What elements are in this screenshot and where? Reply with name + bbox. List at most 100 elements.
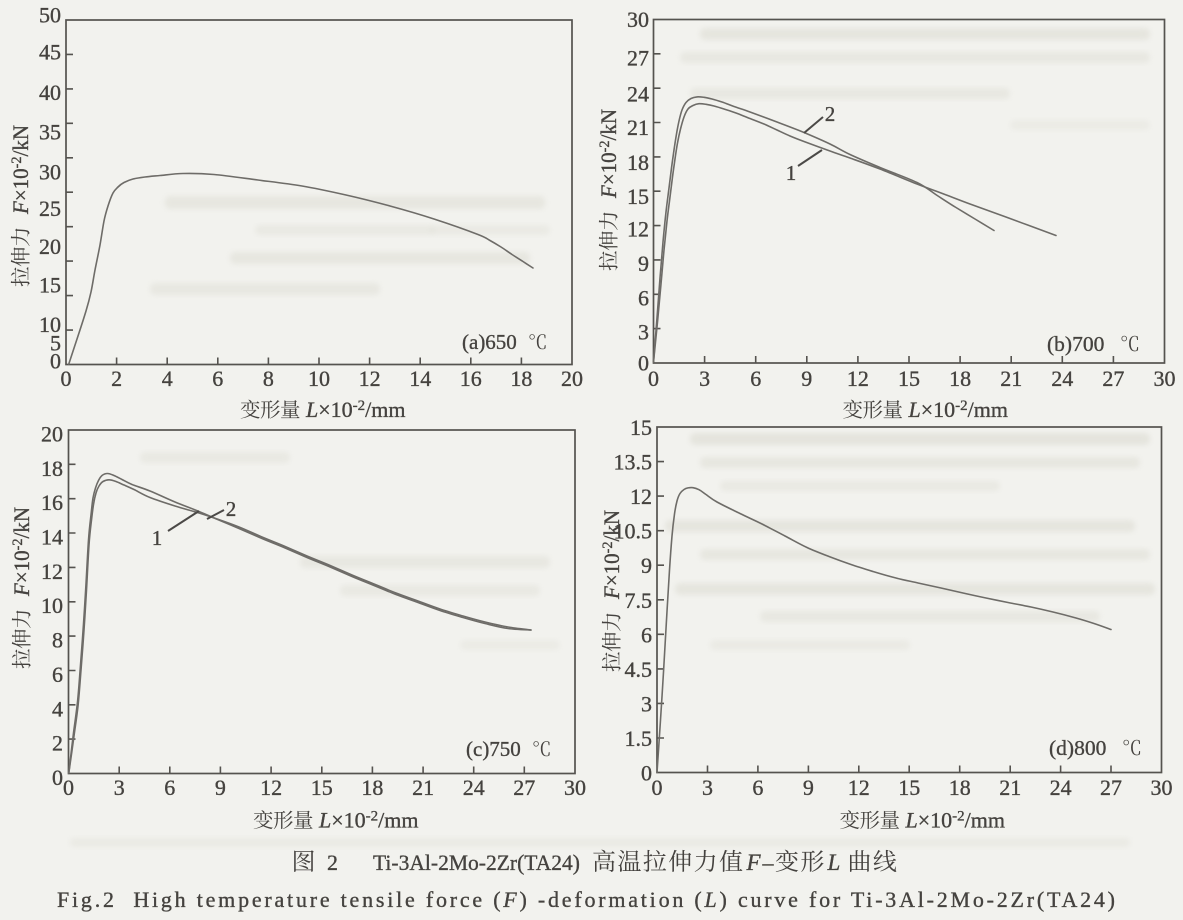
svg-text:6: 6 [164, 775, 175, 800]
svg-text:18: 18 [361, 775, 383, 800]
svg-text:18: 18 [510, 366, 532, 391]
svg-text:21: 21 [1000, 366, 1022, 391]
svg-text:3: 3 [702, 775, 713, 800]
svg-text:L×10-2/mm: L×10-2/mm [305, 397, 406, 422]
svg-text:0: 0 [648, 366, 659, 391]
svg-text:27: 27 [1102, 366, 1124, 391]
svg-text:27: 27 [513, 775, 535, 800]
svg-text:7.5: 7.5 [625, 588, 653, 613]
svg-text:12: 12 [41, 559, 63, 584]
svg-text:9: 9 [803, 775, 814, 800]
svg-text:30: 30 [39, 159, 61, 184]
svg-text:2: 2 [52, 731, 63, 756]
svg-text:3: 3 [699, 366, 710, 391]
svg-text:Ti-3Al-2Mo-2Zr(TA24): Ti-3Al-2Mo-2Zr(TA24) [373, 850, 580, 875]
svg-text:15: 15 [630, 415, 652, 440]
svg-text:27: 27 [1100, 775, 1122, 800]
svg-text:6: 6 [212, 366, 223, 391]
svg-text:20: 20 [39, 234, 61, 259]
svg-text:F: F [746, 850, 762, 875]
svg-text:1.5: 1.5 [625, 726, 653, 751]
svg-text:6: 6 [638, 285, 649, 310]
svg-text:20: 20 [41, 422, 63, 447]
svg-text:18: 18 [41, 456, 63, 481]
svg-text:35: 35 [39, 119, 61, 144]
svg-text:40: 40 [39, 80, 61, 105]
svg-text:13.5: 13.5 [614, 450, 653, 475]
svg-text:2: 2 [825, 102, 836, 126]
svg-text:30: 30 [1151, 775, 1173, 800]
svg-text:27: 27 [627, 45, 649, 70]
svg-text:4.5: 4.5 [625, 657, 653, 682]
svg-text:18: 18 [949, 366, 971, 391]
svg-text:(d)800: (d)800 [1049, 736, 1106, 760]
svg-text:0: 0 [50, 349, 61, 374]
svg-text:(b)700: (b)700 [1047, 332, 1104, 356]
svg-text:9: 9 [215, 775, 226, 800]
svg-text:21: 21 [627, 115, 649, 140]
svg-text:15: 15 [311, 775, 333, 800]
svg-text:4: 4 [52, 696, 63, 721]
svg-text:10: 10 [308, 366, 330, 391]
svg-text:30: 30 [564, 775, 586, 800]
svg-text:0: 0 [641, 761, 652, 786]
svg-text:12: 12 [847, 366, 869, 391]
svg-text:24: 24 [1051, 366, 1073, 391]
svg-text:2: 2 [226, 497, 237, 521]
svg-text:16: 16 [41, 490, 63, 515]
svg-text:8: 8 [52, 628, 63, 653]
svg-text:6: 6 [752, 775, 763, 800]
svg-text:12: 12 [630, 484, 652, 509]
svg-text:10: 10 [41, 593, 63, 618]
svg-text:3: 3 [641, 691, 652, 716]
svg-text:24: 24 [1050, 775, 1072, 800]
svg-text:10: 10 [39, 312, 61, 337]
svg-text:24: 24 [463, 775, 485, 800]
svg-text:25: 25 [39, 196, 61, 221]
svg-text:12: 12 [627, 217, 649, 242]
svg-text:0: 0 [652, 775, 663, 800]
svg-text:(a)650: (a)650 [462, 330, 517, 354]
svg-text:50: 50 [39, 3, 61, 28]
svg-text:6: 6 [641, 622, 652, 647]
svg-text:5: 5 [50, 331, 61, 356]
svg-text:F×10-2/kN: F×10-2/kN [596, 109, 621, 199]
svg-text:6: 6 [750, 366, 761, 391]
svg-text:1: 1 [786, 161, 797, 185]
svg-text:0: 0 [63, 775, 74, 800]
svg-text:14: 14 [409, 366, 431, 391]
svg-text:–: – [762, 850, 775, 875]
svg-text:3: 3 [638, 320, 649, 345]
svg-text:21: 21 [412, 775, 434, 800]
svg-text:2: 2 [327, 850, 338, 875]
svg-text:21: 21 [999, 775, 1021, 800]
svg-text:15: 15 [39, 273, 61, 298]
svg-text:12: 12 [359, 366, 381, 391]
svg-text:2: 2 [111, 366, 122, 391]
svg-text:F×10-2/kN: F×10-2/kN [599, 510, 624, 600]
svg-text:14: 14 [41, 525, 63, 550]
svg-text:30: 30 [1154, 366, 1176, 391]
svg-text:15: 15 [898, 366, 920, 391]
svg-text:9: 9 [638, 251, 649, 276]
svg-text:F×10-2/kN: F×10-2/kN [9, 507, 34, 597]
svg-text:30: 30 [627, 7, 649, 32]
svg-text:6: 6 [52, 662, 63, 687]
svg-text:0: 0 [638, 351, 649, 376]
svg-text:1: 1 [152, 526, 163, 550]
svg-text:0: 0 [61, 366, 72, 391]
svg-text:10.5: 10.5 [614, 519, 653, 544]
svg-text:F×10-2/kN: F×10-2/kN [8, 125, 33, 215]
svg-text:L: L [827, 850, 841, 875]
svg-text:3: 3 [114, 775, 125, 800]
svg-text:12: 12 [260, 775, 282, 800]
svg-text:18: 18 [627, 150, 649, 175]
svg-text:24: 24 [627, 81, 649, 106]
svg-text:45: 45 [39, 39, 61, 64]
svg-text:16: 16 [460, 366, 482, 391]
svg-text:4: 4 [162, 366, 173, 391]
svg-text:9: 9 [641, 553, 652, 578]
svg-text:L×10-2/mm: L×10-2/mm [908, 397, 1009, 422]
svg-text:12: 12 [848, 775, 870, 800]
svg-text:(c)750: (c)750 [466, 737, 521, 761]
